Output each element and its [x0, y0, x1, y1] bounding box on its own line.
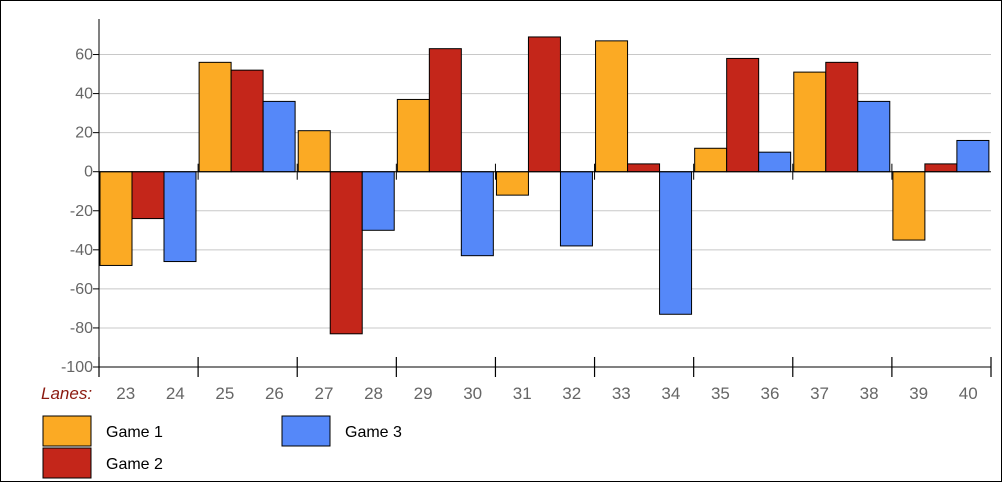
x-tick-label: 35 [711, 384, 730, 403]
y-tick-label: 0 [84, 164, 93, 181]
x-tick-label: 32 [562, 384, 581, 403]
x-tick-label: 30 [463, 384, 482, 403]
x-axis-title: Lanes: [41, 384, 92, 403]
bar-game-2 [131, 171, 165, 220]
x-tick-label: 36 [761, 384, 780, 403]
bar-game-3 [460, 171, 494, 257]
axis-layer: -100 -80 -60 -40 -20 0 20 40 60 23 24 25 26 27 28 29 30 3… [41, 19, 992, 403]
y-tick-label: -80 [70, 320, 93, 337]
x-tick-label: 37 [810, 384, 829, 403]
bar-game-1 [99, 171, 133, 266]
legend-label: Game 2 [106, 456, 163, 473]
bar-game-3 [956, 139, 990, 173]
bar-game-2 [825, 61, 859, 173]
bar-game-1 [595, 40, 629, 173]
x-tick-label: 23 [116, 384, 135, 403]
bar-game-1 [892, 171, 926, 241]
bar-game-1 [495, 171, 529, 196]
legend-swatch [42, 415, 92, 447]
x-tick-label: 28 [364, 384, 383, 403]
legend-layer: Game 1 Game 2 Game 3 [42, 415, 402, 479]
y-tick-label: -20 [70, 203, 93, 220]
bar-game-3 [758, 151, 792, 173]
x-tick-label: 38 [860, 384, 879, 403]
bar-game-2 [230, 69, 264, 173]
y-tick-label: -40 [70, 242, 93, 259]
y-tick-label: 60 [75, 47, 93, 64]
y-tick-label: 20 [75, 125, 93, 142]
y-tick-label: -60 [70, 281, 93, 298]
bar-game-3 [163, 171, 197, 263]
bar-game-3 [857, 100, 891, 173]
y-tick-label: 40 [75, 86, 93, 103]
x-tick-label: 25 [215, 384, 234, 403]
bar-game-2 [527, 36, 561, 173]
bar-game-2 [924, 163, 958, 173]
x-tick-label: 31 [513, 384, 532, 403]
x-tick-label: 27 [315, 384, 334, 403]
bar-game-1 [793, 71, 827, 173]
bar-game-2 [627, 163, 661, 173]
bar-game-1 [396, 98, 430, 173]
bar-game-3 [559, 171, 593, 247]
x-tick-label: 26 [265, 384, 284, 403]
x-tick-label: 34 [661, 384, 680, 403]
legend-label: Game 3 [345, 424, 402, 441]
legend-swatch [42, 447, 92, 479]
bar-game-2 [329, 171, 363, 335]
bar-game-1 [198, 61, 232, 173]
x-tick-label: 40 [959, 384, 978, 403]
legend-label: Game 1 [106, 424, 163, 441]
bar-game-3 [659, 171, 693, 315]
x-tick-label: 29 [414, 384, 433, 403]
bar-game-2 [428, 48, 462, 173]
x-tick-label: 39 [909, 384, 928, 403]
bar-layer [99, 36, 990, 335]
x-tick-label: 24 [166, 384, 185, 403]
bar-game-1 [297, 130, 331, 173]
legend-swatch [281, 415, 331, 447]
x-tick-label: 33 [612, 384, 631, 403]
y-tick-label: -100 [61, 359, 93, 376]
bar-game-2 [726, 57, 760, 173]
bar-game-1 [694, 147, 728, 173]
bar-game-3 [262, 100, 296, 173]
bar-game-3 [361, 171, 395, 231]
